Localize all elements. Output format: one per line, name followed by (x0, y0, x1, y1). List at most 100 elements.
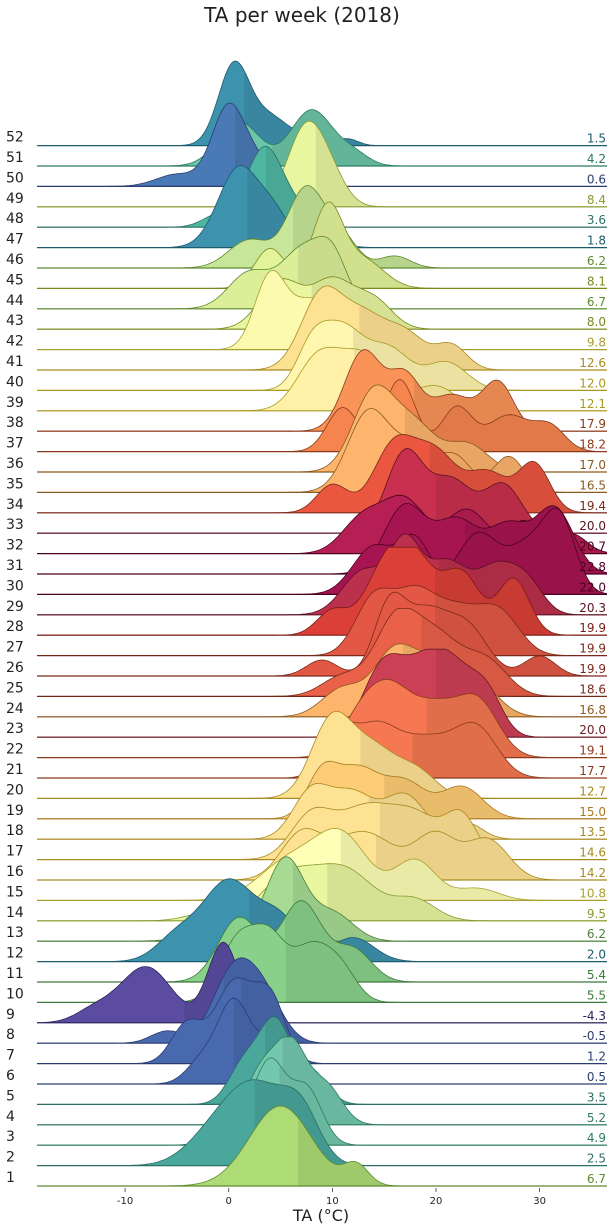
ridge-mean-shade (311, 276, 607, 330)
mean-label-44: 6.7 (587, 295, 606, 309)
week-label-33: 33 (6, 517, 24, 533)
mean-label-8: -0.5 (583, 1029, 606, 1043)
week-label-11: 11 (6, 966, 24, 982)
week-label-15: 15 (6, 884, 24, 900)
week-label-25: 25 (6, 680, 24, 696)
week-label-28: 28 (6, 619, 24, 635)
x-axis: -10 0 10 20 30 (117, 1188, 546, 1207)
mean-label-36: 17.0 (579, 458, 606, 472)
week-label-51: 51 (6, 150, 24, 166)
ridge-week-37 (37, 379, 607, 453)
ridge-area (37, 900, 607, 982)
mean-label-13: 6.2 (587, 927, 606, 941)
week-label-38: 38 (6, 415, 24, 431)
ridge-mean-shade (244, 70, 607, 146)
ridge-mean-shade (384, 774, 607, 819)
mean-label-43: 8.0 (587, 315, 606, 329)
mean-label-23: 20.0 (579, 723, 606, 737)
ridge-area (37, 121, 607, 207)
mean-label-10: 5.5 (587, 988, 606, 1002)
x-tick-label: 30 (533, 1196, 546, 1207)
mean-label-27: 19.9 (579, 642, 606, 656)
ridge-week-1 (37, 1105, 607, 1187)
week-label-10: 10 (6, 986, 24, 1002)
week-label-3: 3 (6, 1129, 15, 1145)
week-label-5: 5 (6, 1088, 15, 1104)
ridge-week-39 (37, 346, 607, 412)
ridge-area (37, 384, 607, 472)
ridge-week-49 (37, 120, 607, 208)
week-label-49: 49 (6, 191, 24, 207)
x-axis-label: TA (°C) (292, 1206, 349, 1225)
week-label-14: 14 (6, 905, 24, 921)
mean-label-5: 3.5 (587, 1090, 606, 1104)
week-label-52: 52 (6, 130, 24, 146)
ridge-mean-shade (315, 124, 607, 207)
week-label-32: 32 (6, 538, 24, 554)
week-label-29: 29 (6, 599, 24, 615)
mean-label-32: 20.7 (579, 540, 606, 554)
mean-label-14: 9.5 (587, 907, 606, 921)
mean-label-29: 20.3 (579, 601, 606, 615)
week-label-40: 40 (6, 374, 24, 390)
mean-label-49: 8.4 (587, 193, 606, 207)
mean-label-35: 16.5 (579, 478, 606, 492)
ridge-mean-shade (327, 863, 607, 921)
ridge-area (37, 236, 607, 309)
mean-label-15: 10.8 (579, 886, 606, 900)
week-label-31: 31 (6, 558, 24, 574)
week-label-20: 20 (6, 782, 24, 798)
mean-label-33: 20.0 (579, 519, 606, 533)
mean-label-11: 5.4 (587, 968, 606, 982)
week-label-34: 34 (6, 497, 24, 513)
week-label-46: 46 (6, 252, 24, 268)
ridge-mean-shade (417, 405, 607, 452)
week-label-13: 13 (6, 925, 24, 941)
ridge-area (37, 863, 607, 921)
week-label-4: 4 (6, 1109, 15, 1125)
mean-label-39: 12.1 (579, 397, 606, 411)
x-tick-label: -10 (117, 1196, 133, 1207)
mean-label-40: 12.0 (579, 376, 606, 390)
mean-label-6: 0.5 (587, 1070, 606, 1084)
ridge-area (37, 347, 607, 411)
week-label-24: 24 (6, 701, 24, 717)
ridges-group (36, 60, 608, 1187)
ridge-mean-shade (272, 109, 607, 166)
week-label-36: 36 (6, 456, 24, 472)
mean-label-17: 14.6 (579, 846, 606, 860)
week-label-7: 7 (6, 1048, 15, 1064)
mean-label-25: 18.6 (579, 682, 606, 696)
mean-label-7: 1.2 (587, 1050, 606, 1064)
ridge-mean-shade (375, 831, 607, 880)
ridge-area (37, 1106, 607, 1186)
mean-label-4: 5.2 (587, 1111, 606, 1125)
ridge-area (37, 856, 607, 942)
mean-label-31: 22.8 (579, 560, 606, 574)
mean-label-45: 8.1 (587, 274, 606, 288)
week-label-42: 42 (6, 334, 24, 350)
ridge-area (37, 711, 607, 799)
mean-label-26: 19.9 (579, 662, 606, 676)
mean-label-1: 6.7 (587, 1172, 606, 1186)
x-tick-label: 20 (430, 1196, 443, 1207)
mean-label-42: 9.8 (587, 336, 606, 350)
mean-label-16: 14.2 (579, 866, 606, 880)
mean-label-52: 1.5 (587, 132, 606, 146)
ridge-mean-shade (298, 1117, 607, 1186)
week-label-26: 26 (6, 660, 24, 676)
week-label-21: 21 (6, 762, 24, 778)
week-label-1: 1 (6, 1170, 15, 1186)
mean-label-24: 16.8 (579, 703, 606, 717)
week-label-44: 44 (6, 293, 24, 309)
ridge-mean-shade (340, 829, 607, 901)
mean-label-22: 19.1 (579, 744, 606, 758)
mean-label-18: 13.5 (579, 825, 606, 839)
week-label-48: 48 (6, 211, 24, 227)
mean-label-48: 3.6 (587, 213, 606, 227)
ridge-mean-shade (359, 304, 607, 370)
mean-label-2: 2.5 (587, 1152, 606, 1166)
week-label-47: 47 (6, 232, 24, 248)
mean-label-3: 4.9 (587, 1131, 606, 1145)
